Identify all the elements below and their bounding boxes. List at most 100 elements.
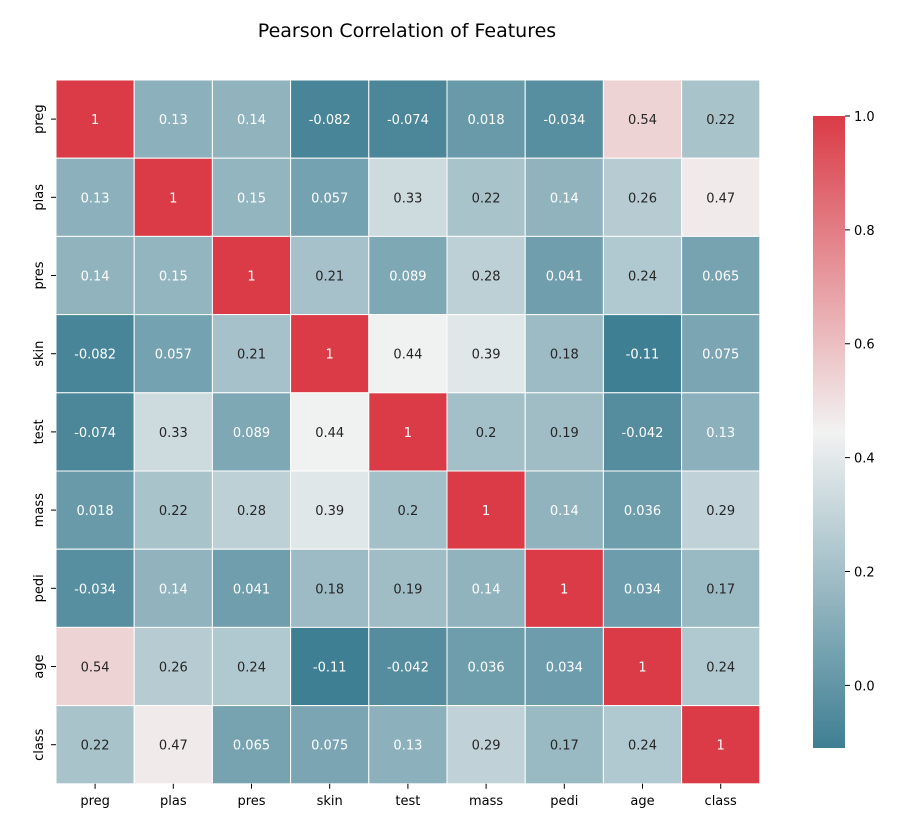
cell-value-label: 1 [404, 426, 412, 441]
cell-value-label: 0.17 [550, 739, 579, 754]
cell-value-label: -0.074 [74, 426, 116, 441]
x-tick-label: class [705, 794, 737, 809]
cell-value-label: 0.47 [159, 739, 188, 754]
heatmap-cell [55, 392, 135, 472]
heatmap-cell [681, 157, 761, 237]
heatmap-cell [446, 705, 526, 785]
heatmap-cell [290, 235, 370, 316]
heatmap-cell [55, 470, 135, 550]
cell-value-label: 0.14 [159, 582, 188, 597]
heatmap-cell [211, 626, 292, 707]
heatmap-cell [681, 392, 761, 472]
colorbar-tick-label: 0.0 [854, 679, 875, 694]
heatmap-cell [368, 626, 448, 707]
heatmap-cell [133, 314, 213, 394]
cell-value-label: -0.034 [543, 113, 585, 128]
cell-value-label: 0.39 [472, 348, 501, 363]
cell-value-label: 0.057 [155, 348, 192, 363]
cell-value-label: 0.057 [311, 191, 348, 206]
heatmap-cell [524, 392, 604, 472]
cell-value-label: -0.034 [74, 582, 116, 597]
cell-value-label: 0.33 [159, 426, 188, 441]
cell-value-label: 0.22 [81, 739, 110, 754]
heatmap-cell [290, 626, 370, 707]
y-tick-label: class [32, 728, 47, 760]
cell-value-label: 0.22 [159, 504, 188, 519]
cell-value-label: 0.14 [472, 582, 501, 597]
heatmap-cell [681, 626, 761, 707]
heatmap-cell [602, 470, 683, 550]
heatmap-cell [211, 392, 292, 472]
colorbar-tick-label: 0.4 [854, 452, 875, 467]
cell-value-label: 0.065 [233, 739, 270, 754]
cell-value-label: 1 [91, 113, 99, 128]
cell-value-label: 0.036 [624, 504, 661, 519]
cell-value-label: 0.19 [550, 426, 579, 441]
heatmap-cell [55, 548, 135, 628]
x-axis: preg plas pres skin test mass pedi age class [80, 783, 737, 809]
heatmap-cell [290, 705, 370, 785]
heatmap-cell [133, 235, 213, 316]
cell-value-label: 0.14 [237, 113, 266, 128]
heatmap-cell [290, 470, 370, 550]
heatmap-cell [368, 470, 448, 550]
heatmap-cell [446, 470, 526, 550]
cell-value-label: 0.47 [706, 191, 735, 206]
cell-value-label: 0.034 [624, 582, 661, 597]
cell-value-label: -0.11 [313, 661, 347, 676]
heatmap-cell [290, 79, 370, 159]
cell-value-label: 0.24 [237, 661, 266, 676]
heatmap-cell [211, 157, 292, 237]
cell-value-label: 0.2 [398, 504, 419, 519]
colorbar-gradient [813, 116, 845, 748]
cell-value-label: 0.54 [81, 661, 110, 676]
cell-value-label: 0.075 [702, 348, 739, 363]
cell-value-label: 0.24 [628, 739, 657, 754]
heatmap-cell [368, 705, 448, 785]
cell-value-label: 0.034 [546, 661, 583, 676]
heatmap-cell [524, 705, 604, 785]
heatmap-cell [55, 157, 135, 237]
chart-title: Pearson Correlation of Features [258, 20, 556, 42]
x-tick-label: test [395, 794, 420, 809]
cell-value-label: 0.14 [550, 191, 579, 206]
cell-value-label: 0.2 [476, 426, 497, 441]
cell-value-label: 0.13 [706, 426, 735, 441]
cell-value-label: 0.26 [628, 191, 657, 206]
heatmap-cell [133, 705, 213, 785]
cell-value-label: 0.14 [550, 504, 579, 519]
cell-value-label: 0.036 [467, 661, 504, 676]
heatmap-cell [681, 314, 761, 394]
heatmap-cell [55, 79, 135, 159]
heatmap-cell [133, 470, 213, 550]
heatmap-cell [211, 79, 292, 159]
x-tick-label: age [630, 794, 654, 809]
heatmap-cell [368, 157, 448, 237]
heatmap-cell [368, 235, 448, 316]
cell-value-label: 1 [169, 191, 177, 206]
cell-value-label: 0.33 [393, 191, 422, 206]
cell-value-label: 0.13 [159, 113, 188, 128]
heatmap-cell [602, 79, 683, 159]
cell-value-label: 0.041 [233, 582, 270, 597]
cell-value-label: 0.44 [393, 348, 422, 363]
heatmap-cell [446, 392, 526, 472]
y-tick-label: pres [32, 261, 47, 289]
cell-value-label: 0.13 [81, 191, 110, 206]
heatmap-cells: 1 0.13 0.14 -0.082 -0.074 0.018 -0.034 0.54 0.22… [55, 79, 761, 785]
y-tick-label: pedi [32, 574, 47, 602]
cell-value-label: 0.44 [315, 426, 344, 441]
y-tick-label: age [32, 654, 47, 678]
heatmap-cell [55, 626, 135, 707]
cell-value-label: 0.15 [159, 270, 188, 285]
heatmap-cell [211, 705, 292, 785]
cell-value-label: 0.28 [237, 504, 266, 519]
y-tick-label: preg [32, 104, 47, 134]
cell-value-label: -0.082 [74, 348, 116, 363]
heatmap-cell [55, 314, 135, 394]
cell-value-label: 0.21 [315, 270, 344, 285]
x-tick-label: plas [160, 794, 187, 809]
heatmap-cell [681, 470, 761, 550]
x-tick-label: mass [469, 794, 503, 809]
cell-value-label: 0.13 [393, 739, 422, 754]
